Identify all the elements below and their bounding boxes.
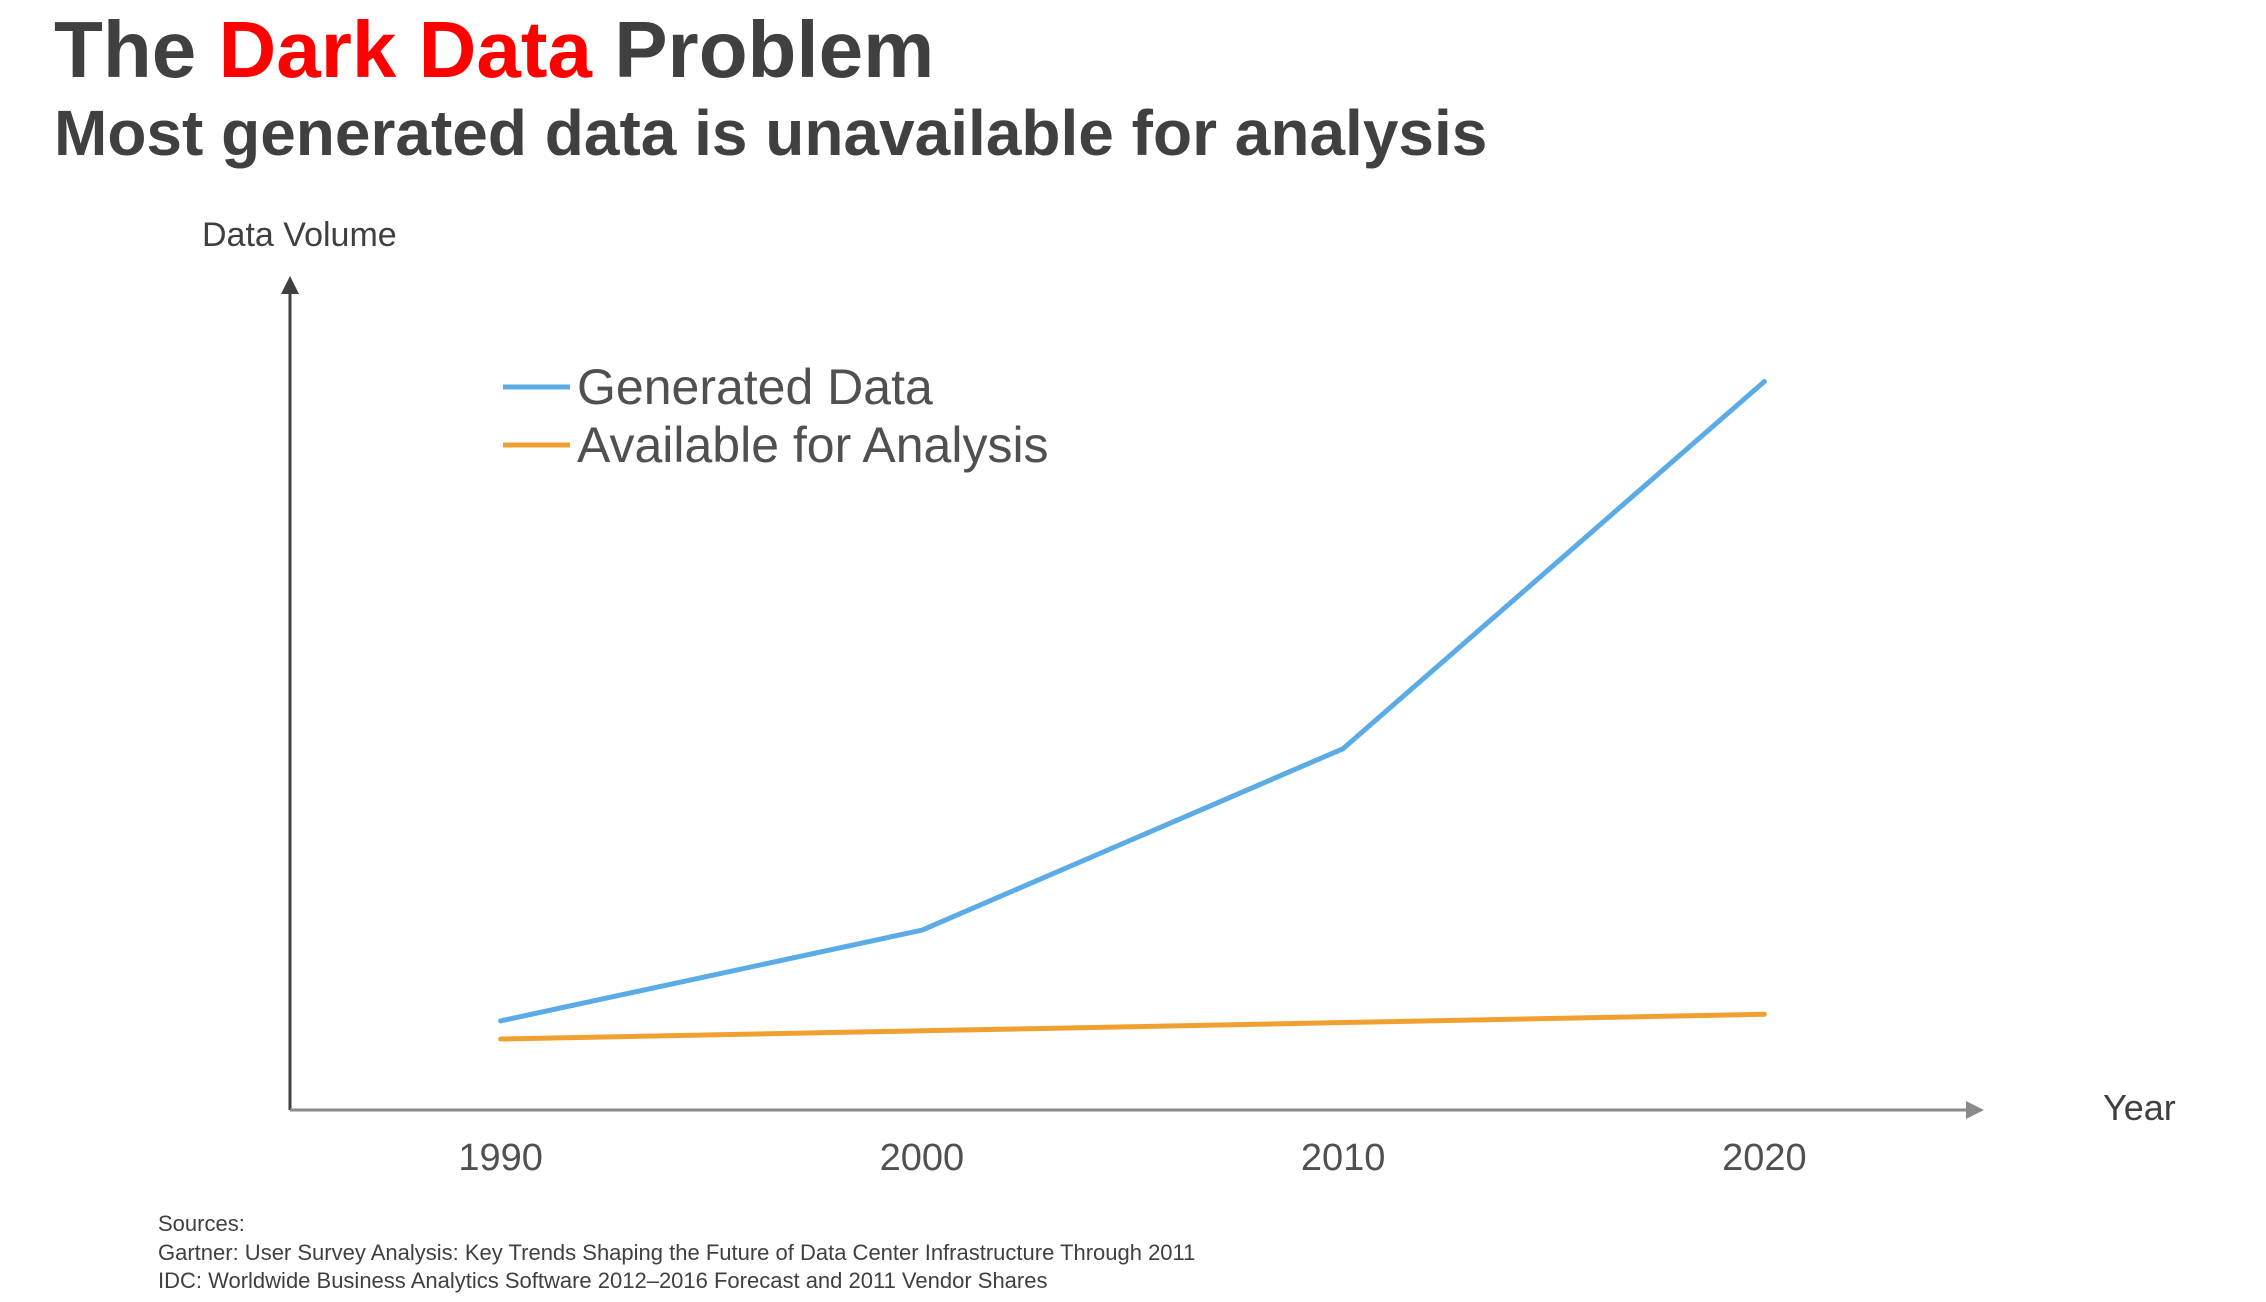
x-tick-label: 2000 (880, 1137, 965, 1179)
sources-heading: Sources: (158, 1211, 245, 1236)
chart-series (498, 379, 1767, 1042)
title-suffix: Problem (591, 5, 935, 94)
x-tick-label: 2010 (1301, 1137, 1386, 1179)
y-axis-title: Data Volume (202, 216, 397, 254)
series-line-available-for-analysis (498, 1011, 1767, 1042)
source-line-idc: IDC: Worldwide Business Analytics Softwa… (158, 1268, 1048, 1293)
slide-subtitle: Most generated data is unavailable for a… (54, 97, 1488, 169)
x-tick-label: 1990 (458, 1137, 543, 1179)
chart-labels: Data Volume Year 1990 2000 2010 2020 (202, 216, 2176, 1179)
sources-note: Sources: Gartner: User Survey Analysis: … (158, 1210, 1195, 1296)
source-line-gartner: Gartner: User Survey Analysis: Key Trend… (158, 1239, 1196, 1265)
series-line-generated-data (498, 379, 1767, 1024)
slide-title: The Dark Data Problem (54, 6, 934, 94)
x-tick-label: 2020 (1722, 1137, 1807, 1179)
chart-axes (281, 276, 1984, 1119)
x-axis-title: Year (2103, 1087, 2176, 1128)
legend-label: Available for Analysis (577, 417, 1049, 473)
legend-label: Generated Data (577, 359, 933, 415)
title-accent: Dark Data (218, 5, 592, 94)
title-prefix: The (54, 5, 219, 94)
